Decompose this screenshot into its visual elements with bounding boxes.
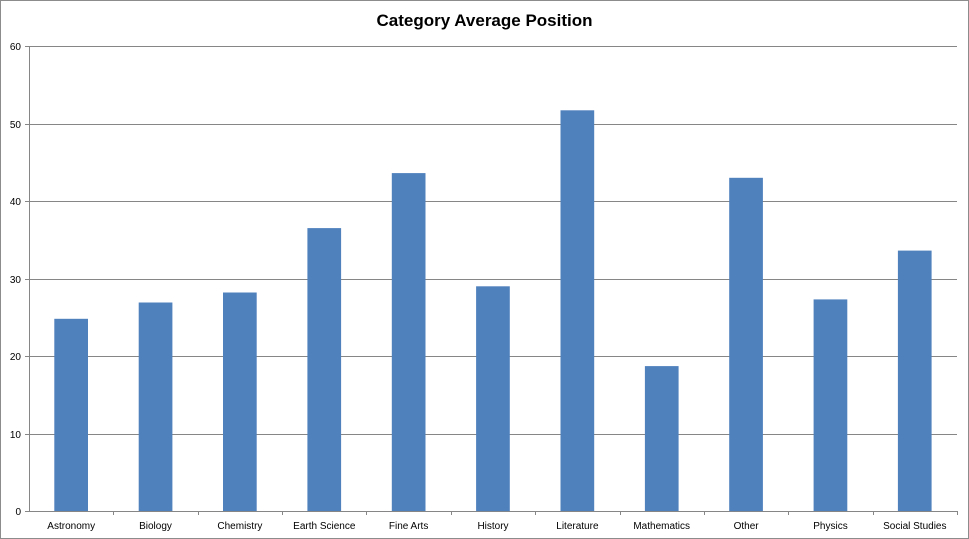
x-tick-label-chemistry: Chemistry xyxy=(217,521,262,532)
x-tick-label-history: History xyxy=(477,521,508,532)
x-tick-label-earth-science: Earth Science xyxy=(293,521,356,532)
bar-astronomy xyxy=(54,318,88,511)
bar-biology xyxy=(138,302,173,511)
y-tick-label-10: 10 xyxy=(10,430,22,441)
y-tick-label-50: 50 xyxy=(10,120,22,131)
y-tick-label-30: 30 xyxy=(10,275,22,286)
chart-title: Category Average Position xyxy=(376,11,593,30)
y-tick-label-0: 0 xyxy=(15,507,21,518)
bar-history xyxy=(476,286,510,512)
x-tick-label-social-studies: Social Studies xyxy=(883,521,946,532)
x-tick-label-biology: Biology xyxy=(139,521,172,532)
x-tick-label-fine-arts: Fine Arts xyxy=(389,521,428,532)
x-tick-label-literature: Literature xyxy=(556,521,599,532)
x-tick-label-other: Other xyxy=(734,521,760,532)
bar-fine-arts xyxy=(391,173,426,511)
bar-other xyxy=(729,177,763,512)
x-tick-label-physics: Physics xyxy=(813,521,847,532)
y-tick-label-20: 20 xyxy=(10,352,22,363)
bar-literature xyxy=(560,110,595,512)
x-tick-label-astronomy: Astronomy xyxy=(47,521,95,532)
bar-physics xyxy=(813,299,848,511)
bar-earth-science xyxy=(307,228,342,511)
bar-mathematics xyxy=(644,366,679,511)
bar-social-studies xyxy=(897,250,932,511)
y-tick-label-40: 40 xyxy=(10,197,22,208)
bar-chemistry xyxy=(223,292,257,511)
y-tick-label-60: 60 xyxy=(10,42,22,53)
x-tick-label-mathematics: Mathematics xyxy=(633,521,690,532)
